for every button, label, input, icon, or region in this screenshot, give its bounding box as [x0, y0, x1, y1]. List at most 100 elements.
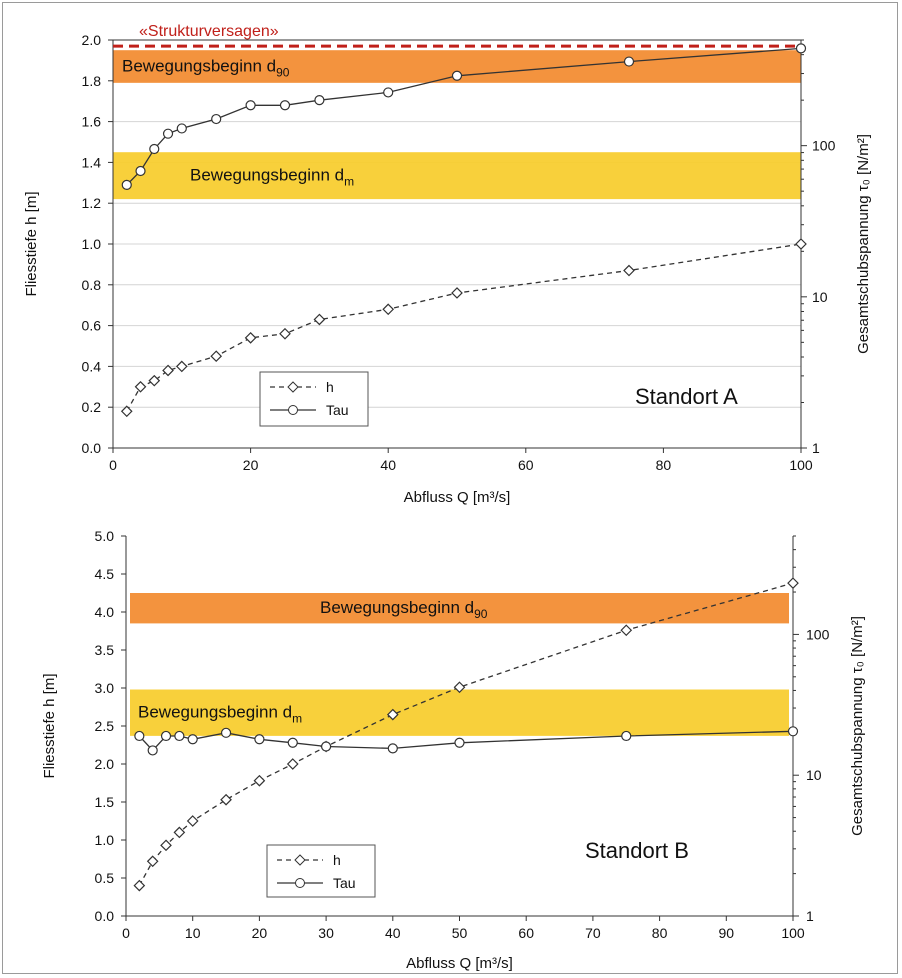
y-tick-label: 0.4 [82, 358, 102, 374]
data-point-h [160, 839, 172, 852]
data-point-h [453, 681, 466, 694]
data-point-h [134, 380, 147, 393]
data-point-tau [220, 727, 232, 738]
data-point-h [148, 374, 161, 387]
data-point-tau [254, 734, 265, 745]
y-tick-label: 3.0 [95, 680, 115, 696]
x-tick-label: 20 [252, 925, 268, 941]
data-point-tau [135, 165, 146, 177]
band-d90-label: Bewegungsbeginn d90 [122, 57, 290, 80]
data-point-h [253, 774, 266, 787]
data-point-h [210, 350, 223, 363]
y2-tick-label: 1 [812, 440, 820, 456]
y-tick-label: 2.0 [95, 756, 115, 772]
y-tick-label: 0.5 [95, 870, 115, 886]
y-tick-label: 4.0 [95, 604, 115, 620]
y2-tick-label: 10 [812, 289, 828, 305]
data-point-tau [623, 56, 635, 67]
legend: h Tau [259, 371, 369, 427]
data-point-tau [287, 737, 298, 748]
legend: h Tau [266, 844, 376, 898]
data-point-tau [383, 87, 394, 98]
data-point-h [279, 327, 291, 340]
data-point-tau [147, 745, 158, 756]
y2-tick-label: 100 [812, 138, 836, 154]
chart-standort-b: 0 10 20 30 40 50 60 70 80 90 100 0.0 0.5 1.0 1.5 2.0 2.5… [41, 528, 866, 972]
legend-label-tau: Tau [326, 402, 349, 418]
data-point-h [286, 758, 299, 770]
x-axis-label: Abfluss Q [m³/s] [406, 955, 513, 972]
y2-tick-label: 100 [806, 626, 830, 642]
y-tick-label: 0.8 [82, 277, 102, 293]
x-tick-label: 40 [380, 457, 396, 473]
data-point-h [186, 815, 199, 827]
x-tick-label: 0 [122, 925, 130, 941]
data-point-h [133, 879, 146, 892]
y-tick-label: 0.0 [95, 908, 115, 924]
y2-axis-label: Gesamtschubspannung τ₀ [N/m²] [849, 616, 866, 836]
x-tick-label: 40 [385, 925, 401, 941]
data-point-tau [621, 730, 632, 742]
data-point-tau [387, 743, 398, 754]
y-axis-label: Fliesstiefe h [m] [23, 191, 40, 296]
y-tick-label: 2.0 [82, 32, 102, 48]
band-dm [113, 152, 801, 200]
y-tick-label: 1.2 [82, 195, 102, 211]
data-point-h [146, 855, 159, 868]
band-dm-label: Bewegungsbeginn dm [138, 703, 302, 726]
data-point-tau [787, 726, 799, 737]
y-tick-label: 3.5 [95, 642, 115, 658]
y-tick-label: 1.0 [95, 832, 115, 848]
data-point-h [220, 793, 232, 806]
y-tick-label: 1.0 [82, 236, 102, 252]
data-point-h [795, 238, 807, 250]
data-point-tau [795, 43, 807, 54]
x-tick-label: 90 [719, 925, 735, 941]
y-tick-label: 1.4 [82, 154, 102, 170]
band-dm [130, 689, 789, 736]
data-point-tau [187, 734, 198, 745]
x-tick-label: 60 [518, 457, 534, 473]
data-point-h [620, 624, 633, 637]
data-point-h [382, 303, 395, 316]
y-axis-label: Fliesstiefe h [m] [41, 673, 58, 778]
data-point-tau [245, 100, 256, 111]
data-point-h [120, 405, 133, 418]
data-point-h [162, 364, 174, 377]
x-tick-label: 60 [518, 925, 534, 941]
x-tick-label: 20 [243, 457, 259, 473]
y-tick-label: 0.2 [82, 399, 102, 415]
data-point-h [787, 577, 799, 589]
data-point-tau [176, 123, 187, 134]
data-point-tau [321, 741, 332, 752]
data-point-tau [279, 100, 291, 111]
data-point-h [623, 264, 635, 277]
site-label: Standort B [585, 838, 689, 863]
data-point-h [313, 313, 326, 326]
data-point-tau [451, 70, 463, 81]
x-tick-label: 50 [452, 925, 468, 941]
y-tick-label: 1.5 [95, 794, 115, 810]
data-point-h [173, 826, 186, 839]
data-point-tau [160, 730, 172, 742]
data-point-h [386, 708, 399, 721]
data-point-tau [454, 737, 465, 748]
band-dm-label: Bewegungsbeginn dm [190, 166, 354, 189]
strukturversagen-label: «Strukturversagen» [139, 23, 279, 40]
data-point-tau [314, 95, 325, 106]
x-tick-label: 0 [109, 457, 117, 473]
x-tick-label: 70 [585, 925, 601, 941]
site-label: Standort A [635, 384, 738, 409]
x-axis-label: Abfluss Q [m³/s] [404, 489, 511, 506]
legend-box [259, 371, 369, 427]
data-point-tau [121, 179, 132, 191]
data-point-h [175, 360, 188, 373]
y-tick-label: 0.6 [82, 318, 102, 334]
x-tick-label: 10 [185, 925, 201, 941]
y2-axis-label: Gesamtschubspannung τ₀ [N/m²] [855, 134, 872, 354]
legend-marker-tau [288, 405, 298, 415]
data-point-h [451, 287, 463, 299]
x-tick-label: 30 [318, 925, 334, 941]
